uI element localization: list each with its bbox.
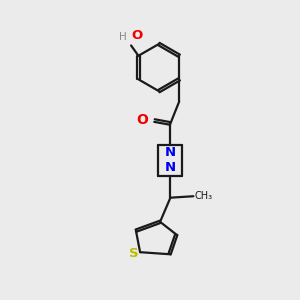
Text: N: N <box>165 146 176 160</box>
Text: O: O <box>137 113 148 127</box>
Text: O: O <box>132 29 143 42</box>
Text: CH₃: CH₃ <box>195 191 213 201</box>
Text: N: N <box>165 161 176 174</box>
Text: H: H <box>119 32 127 42</box>
Text: S: S <box>129 247 138 260</box>
